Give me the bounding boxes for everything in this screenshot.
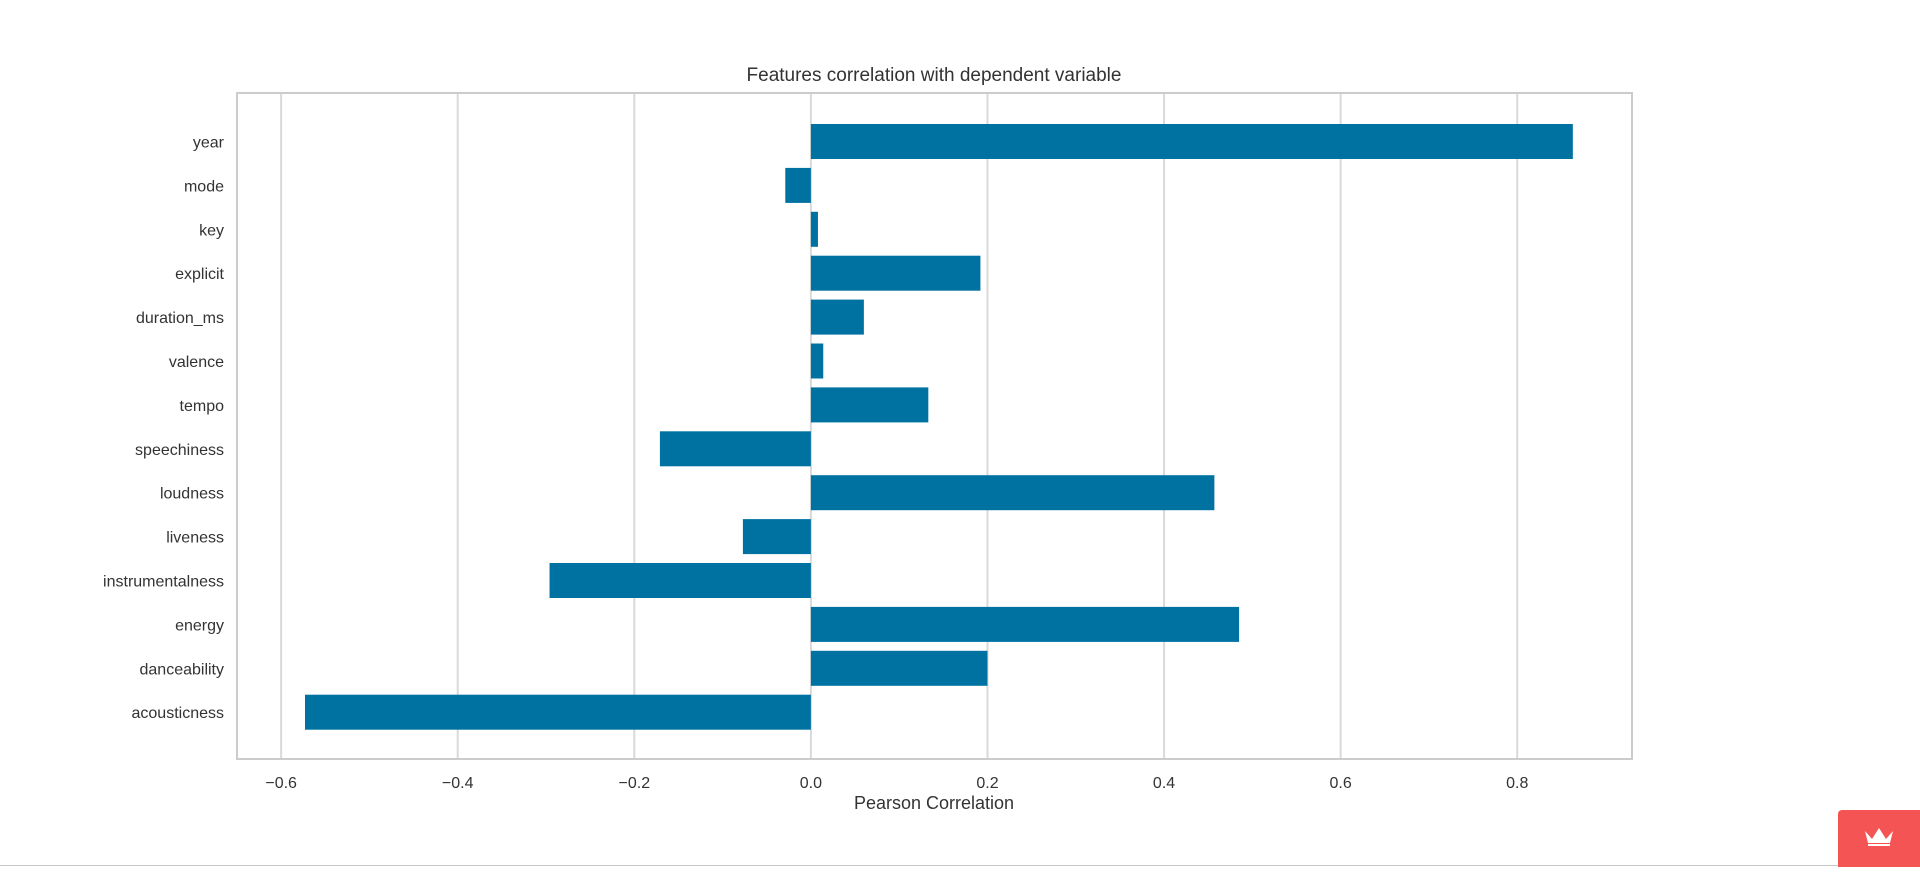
y-tick-label: instrumentalness [103,574,224,591]
bar-liveness [742,519,811,555]
x-axis-label: Pearson Correlation [854,793,1014,813]
y-tick-label: explicit [175,266,224,283]
x-tick-label: −0.4 [442,775,474,792]
y-tick-label: valence [169,354,224,371]
chart-title: Features correlation with dependent vari… [747,65,1122,86]
x-tick-label: 0.0 [800,775,822,792]
bar-loudness [810,475,1215,511]
bar-year [810,124,1573,159]
plot-frame [236,92,1633,760]
bar-tempo [810,387,929,423]
y-tick-label: loudness [160,486,224,503]
x-tick-label: 0.6 [1330,775,1352,792]
bottom-divider [0,865,1920,866]
grid-lines [280,93,1519,759]
bar-danceability [810,650,988,686]
crown-icon [1862,825,1896,852]
bars [304,124,1573,730]
y-tick-label: danceability [140,661,225,678]
bar-speechiness [659,431,811,467]
y-tick-label: liveness [166,530,224,547]
bar-energy [810,606,1240,642]
x-tick-label: −0.6 [265,775,297,792]
bar-acousticness [304,694,811,730]
bar-key [810,211,818,247]
x-tick-label: −0.2 [619,775,651,792]
y-tick-label: key [199,222,224,239]
bar-instrumentalness [549,563,811,598]
y-tick-label: energy [175,617,224,634]
y-tick-label: mode [184,178,224,195]
y-tick-label: year [193,135,225,152]
x-tick-label: 0.2 [976,775,998,792]
y-tick-label: speechiness [135,442,224,459]
y-tick-label: duration_ms [136,310,224,327]
x-tick-labels: −0.6 −0.4 −0.2 0.0 0.2 0.4 0.6 0.8 [265,775,1528,792]
bar-valence [810,343,824,379]
x-tick-label: 0.4 [1153,775,1175,792]
y-tick-label: tempo [180,398,225,415]
y-tick-label: acousticness [132,705,225,722]
bar-mode [785,167,811,203]
bar-explicit [810,255,981,291]
crown-button[interactable] [1838,810,1920,867]
bar-duration_ms [810,299,864,335]
x-tick-label: 0.8 [1506,775,1528,792]
